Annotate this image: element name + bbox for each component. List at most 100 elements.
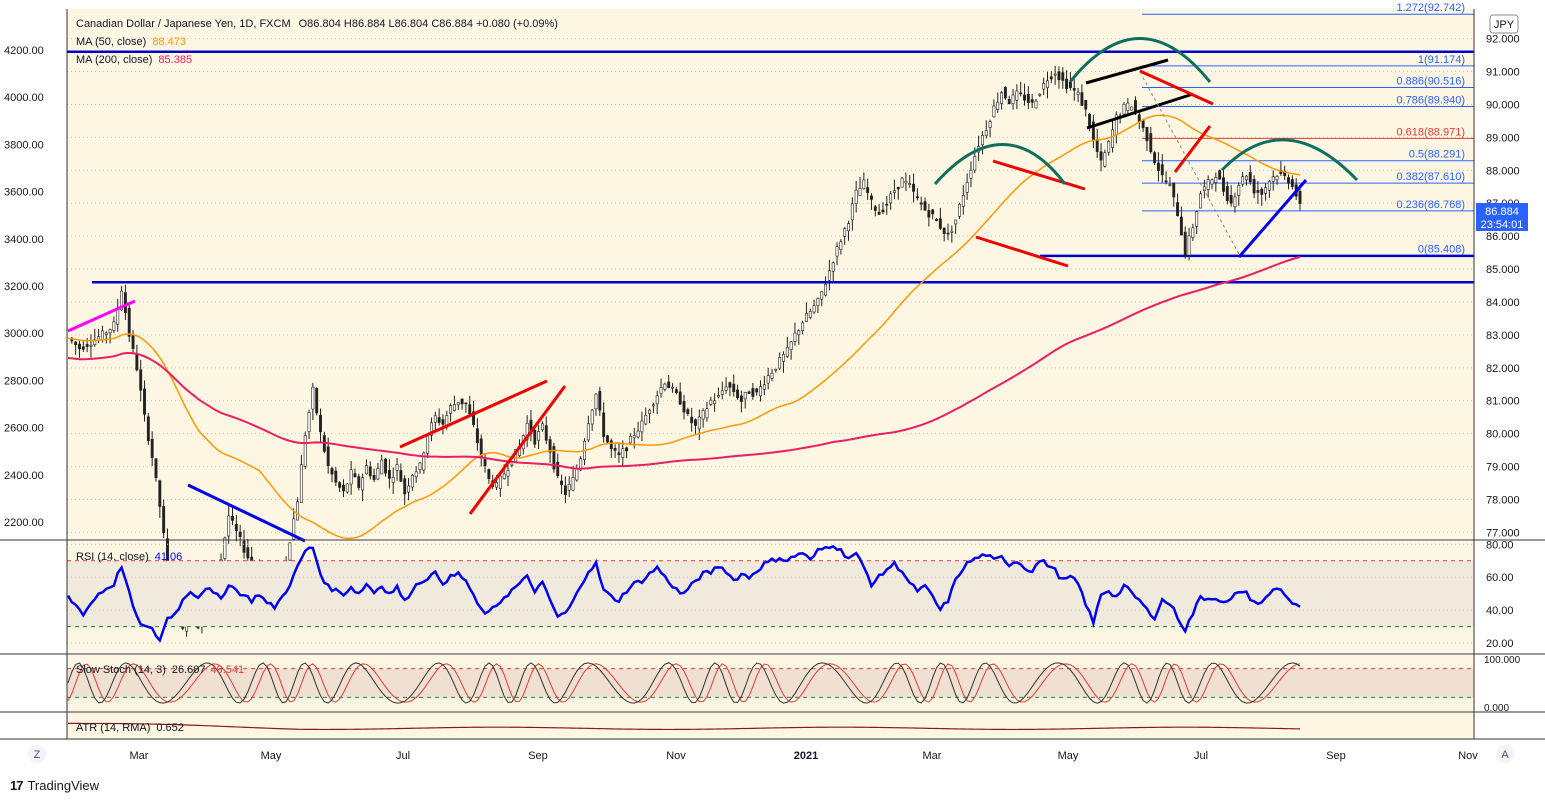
rsi-line bbox=[66, 544, 1301, 643]
rsi-pane: 80.00 60.00 40.00 20.00 bbox=[66, 539, 1514, 650]
last-price-countdown: 23:54:01 bbox=[1481, 219, 1524, 231]
x-tick-0: Mar bbox=[130, 750, 149, 762]
x-tick-1: May bbox=[261, 750, 282, 762]
fibonacci-levels: 1.272(92.742) 1(91.174) 0.886(90.516) 0.786… bbox=[1142, 2, 1474, 257]
wedge-lower bbox=[468, 385, 567, 515]
fib-label-2: 0.886(90.516) bbox=[1397, 75, 1466, 87]
left-tick-0: 4200.00 bbox=[4, 45, 44, 57]
auto-scale-button[interactable] bbox=[1496, 745, 1514, 763]
right-tick-13: 79.000 bbox=[1486, 462, 1520, 474]
right-tick-6: 86.000 bbox=[1486, 231, 1520, 243]
wedge-upper bbox=[399, 379, 548, 449]
left-price-axis: 4200.00 4000.00 3800.00 3600.00 3400.00 3200.… bbox=[4, 45, 44, 529]
stoch-d-line bbox=[67, 663, 1301, 703]
left-tick-9: 2400.00 bbox=[4, 470, 44, 482]
flag-upper bbox=[992, 159, 1086, 191]
falling-trendline bbox=[187, 483, 306, 543]
gridlines bbox=[67, 38, 1474, 533]
currency-badge[interactable]: JPY bbox=[1494, 19, 1515, 31]
left-tick-8: 2600.00 bbox=[4, 423, 44, 435]
ma200-line bbox=[67, 255, 1301, 470]
red-channel-upper bbox=[1139, 69, 1214, 106]
ma50-legend[interactable]: MA (50, close) 88.473 bbox=[76, 36, 186, 48]
zoom-button[interactable] bbox=[28, 745, 46, 763]
left-tick-7: 2800.00 bbox=[4, 375, 44, 387]
right-tick-7: 85.000 bbox=[1486, 264, 1520, 276]
pane-separators bbox=[0, 9, 1545, 740]
stoch-tick-0: 100.000 bbox=[1484, 655, 1521, 666]
fib-label-6: 0.382(87.610) bbox=[1397, 171, 1466, 183]
right-tick-0: 92.000 bbox=[1486, 34, 1520, 46]
stoch-pane: 100.000 0.000 bbox=[67, 655, 1521, 714]
auto-scale-button-label: A bbox=[1501, 749, 1509, 761]
x-tick-6: Mar bbox=[923, 750, 942, 762]
fib-label-3: 0.786(89.940) bbox=[1397, 94, 1466, 106]
brand-name: TradingView bbox=[27, 778, 100, 793]
rsi-tick-3: 20.00 bbox=[1486, 638, 1514, 650]
fib-diagonal bbox=[1139, 71, 1241, 257]
right-tick-15: 77.000 bbox=[1486, 527, 1520, 539]
right-shoulder-arc bbox=[1220, 138, 1359, 182]
magenta-trendline bbox=[67, 299, 136, 333]
tradingview-logo-icon: 17 bbox=[10, 778, 24, 793]
left-tick-10: 2200.00 bbox=[4, 517, 44, 529]
fib-label-7: 0.236(86.768) bbox=[1397, 199, 1466, 211]
channel-lower bbox=[1086, 92, 1194, 130]
pattern-annotations bbox=[67, 37, 1359, 543]
fib-label-1: 1(91.174) bbox=[1418, 54, 1465, 66]
x-tick-2: Jul bbox=[396, 750, 410, 762]
symbol-title: Canadian Dollar / Japanese Yen, 1D, FXCM… bbox=[76, 18, 558, 30]
x-tick-7: May bbox=[1058, 750, 1079, 762]
head-arc bbox=[1068, 37, 1212, 83]
rsi-tick-0: 80.00 bbox=[1486, 539, 1514, 551]
last-price-value: 86.884 bbox=[1485, 206, 1519, 218]
stoch-k-line bbox=[67, 662, 1301, 704]
right-tick-14: 78.000 bbox=[1486, 494, 1520, 506]
time-axis[interactable]: Mar May Jul Sep Nov 2021 Mar May Jul Sep Nov bbox=[130, 750, 1479, 762]
ma200-legend[interactable]: MA (200, close) 85.385 bbox=[76, 54, 192, 66]
right-tick-1: 91.000 bbox=[1486, 67, 1520, 79]
stoch-legend[interactable]: Slow Stoch (14, 3) 26.607 49.541 bbox=[76, 664, 244, 676]
stoch-tick-1: 0.000 bbox=[1484, 703, 1509, 714]
atr-line bbox=[67, 722, 1301, 731]
left-tick-5: 3200.00 bbox=[4, 281, 44, 293]
currency-badge-box bbox=[1489, 14, 1519, 34]
channel-upper bbox=[1085, 58, 1169, 85]
last-price-box bbox=[1476, 203, 1528, 231]
support-lines bbox=[67, 50, 1474, 284]
moving-averages bbox=[67, 114, 1301, 540]
x-tick-10: Nov bbox=[1458, 750, 1478, 762]
zoom-button-label: Z bbox=[34, 749, 41, 761]
left-tick-2: 3800.00 bbox=[4, 139, 44, 151]
left-shoulder-arc bbox=[933, 143, 1067, 185]
tradingview-watermark[interactable]: 17 TradingView bbox=[10, 778, 99, 793]
right-tick-4: 88.000 bbox=[1486, 165, 1520, 177]
rsi-tick-2: 40.00 bbox=[1486, 605, 1514, 617]
left-tick-4: 3400.00 bbox=[4, 234, 44, 246]
right-tick-8: 84.000 bbox=[1486, 297, 1520, 309]
right-tick-2: 90.000 bbox=[1486, 99, 1520, 111]
fib-label-0: 1.272(92.742) bbox=[1397, 2, 1466, 14]
x-tick-9: Sep bbox=[1326, 750, 1346, 762]
left-tick-1: 4000.00 bbox=[4, 92, 44, 104]
blue-rising-trendline bbox=[1237, 179, 1308, 258]
right-tick-10: 82.000 bbox=[1486, 363, 1520, 375]
rsi-tick-1: 60.00 bbox=[1486, 572, 1514, 584]
right-price-axis: 92.00091.00090.00089.00088.00087.00086.0… bbox=[1486, 34, 1520, 540]
left-tick-6: 3000.00 bbox=[4, 328, 44, 340]
right-tick-12: 80.000 bbox=[1486, 429, 1520, 441]
red-channel-lower bbox=[1173, 125, 1212, 173]
x-tick-3: Sep bbox=[528, 750, 548, 762]
atr-legend[interactable]: ATR (14, RMA) 0.652 bbox=[76, 722, 184, 734]
x-tick-4: Nov bbox=[666, 750, 686, 762]
x-tick-8: Jul bbox=[1194, 750, 1208, 762]
ma50-line bbox=[67, 114, 1301, 540]
fib-label-4: 0.618(88.971) bbox=[1397, 126, 1466, 138]
flag-lower bbox=[975, 235, 1069, 268]
rsi-legend[interactable]: RSI (14, close) 41.06 bbox=[76, 551, 182, 563]
main-pane-bg bbox=[67, 9, 1474, 539]
right-tick-11: 81.000 bbox=[1486, 396, 1520, 408]
atr-pane-bg bbox=[67, 713, 1474, 738]
left-tick-3: 3600.00 bbox=[4, 187, 44, 199]
